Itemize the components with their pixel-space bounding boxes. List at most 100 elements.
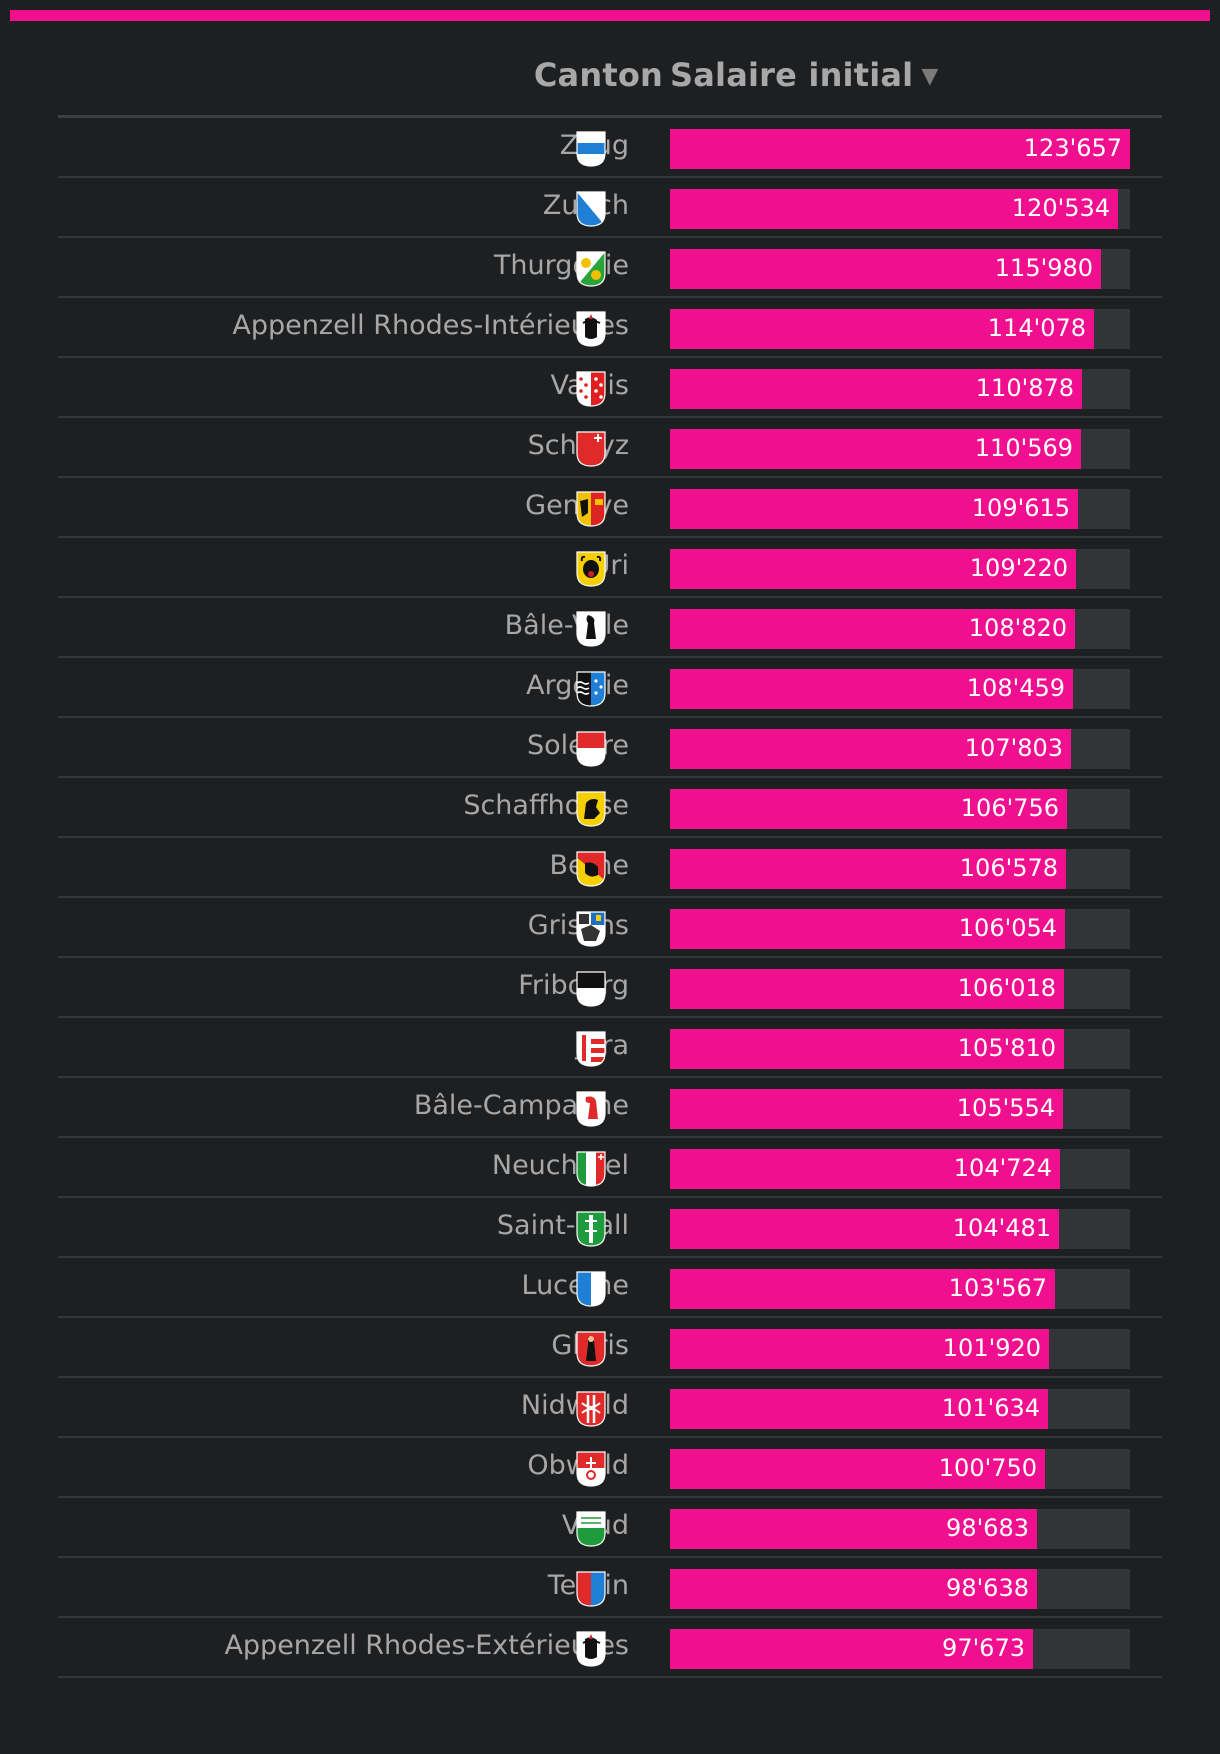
bar-value-label: 108'820 [968,614,1067,642]
top-accent-bar [10,10,1210,21]
table-row: Vaud98'683 [58,1498,1162,1558]
salary-bar: 105'554 [670,1089,1063,1129]
bar-track: 98'638 [670,1569,1130,1609]
salary-bar: 109'220 [670,549,1076,589]
bar-value-label: 106'578 [959,854,1058,882]
table-header: Canton Salaire initial ▼ [58,56,1162,116]
salary-bar: 103'567 [670,1269,1055,1309]
bar-value-label: 101'920 [942,1334,1041,1362]
argovie-crest-icon [576,671,606,707]
salary-bar: 105'810 [670,1029,1064,1069]
bar-track: 105'554 [670,1089,1130,1129]
column-header-salary-label: Salaire initial [670,56,914,94]
salary-bar: 106'018 [670,969,1064,1009]
bar-value-label: 109'220 [969,554,1068,582]
bar-value-label: 110'569 [974,434,1073,462]
bar-value-label: 98'638 [946,1574,1029,1602]
table-row: Bâle-Ville 108'820 [58,598,1162,658]
canton-label: Nidwald [520,1390,629,1421]
bar-value-label: 106'054 [958,914,1057,942]
appenzell-re-crest-icon [576,1631,606,1667]
table-row: Jura105'810 [58,1018,1162,1078]
table-row: Tessin98'638 [58,1558,1162,1618]
bar-value-label: 109'615 [971,494,1070,522]
table-row: Nidwald 101'634 [58,1378,1162,1438]
salary-bar: 100'750 [670,1449,1045,1489]
header-divider [58,115,1162,118]
bar-track: 107'803 [670,729,1130,769]
table-row: Zoug123'657 [58,118,1162,178]
tessin-crest-icon [576,1571,606,1607]
canton-label: Neuchâtel [491,1150,629,1181]
bar-value-label: 98'683 [946,1514,1029,1542]
berne-crest-icon [576,851,606,887]
sort-descending-icon[interactable]: ▼ [921,64,939,89]
table-row: Valais110'878 [58,358,1162,418]
bar-value-label: 114'078 [987,314,1086,342]
obwald-crest-icon [576,1451,606,1487]
soleure-crest-icon [576,731,606,767]
bar-value-label: 105'554 [956,1094,1055,1122]
table-row: Genève109'615 [58,478,1162,538]
canton-label: Appenzell Rhodes-Intérieures [232,310,629,341]
bar-track: 101'634 [670,1389,1130,1429]
salary-bar: 120'534 [670,189,1118,229]
bar-value-label: 104'481 [952,1214,1051,1242]
schwyz-crest-icon [576,431,606,467]
bar-value-label: 100'750 [938,1454,1037,1482]
table-row: Fribourg 106'018 [58,958,1162,1018]
salary-bar: 104'724 [670,1149,1060,1189]
canton-label: Fribourg [518,970,629,1001]
table-row: Schwyz110'569 [58,418,1162,478]
schaffhouse-crest-icon [576,791,606,827]
table-row: Argovie108'459 [58,658,1162,718]
table-row: Soleure107'803 [58,718,1162,778]
neuchatel-crest-icon [576,1151,606,1187]
bar-track: 106'756 [670,789,1130,829]
salary-bar: 98'683 [670,1509,1037,1549]
salary-bar: 115'980 [670,249,1101,289]
salary-bar: 123'657 [670,129,1130,169]
fribourg-crest-icon [576,971,606,1007]
salary-bar: 106'578 [670,849,1066,889]
bar-track: 98'683 [670,1509,1130,1549]
bar-value-label: 108'459 [966,674,1065,702]
table-row: Grisons106'054 [58,898,1162,958]
bale-campagne-crest-icon [576,1091,606,1127]
salary-bar: 108'459 [670,669,1073,709]
table-row: Saint-Gall 104'481 [58,1198,1162,1258]
saint-gall-crest-icon [576,1211,606,1247]
salary-bar: 110'569 [670,429,1081,469]
bar-track: 109'220 [670,549,1130,589]
table-row: Uri 109'220 [58,538,1162,598]
bar-track: 106'018 [670,969,1130,1009]
vaud-crest-icon [576,1511,606,1547]
column-header-canton[interactable]: Canton [533,56,663,94]
table-row: Schaffhouse 106'756 [58,778,1162,838]
zurich-crest-icon [576,191,606,227]
table-row: Bâle-Campagne 105'554 [58,1078,1162,1138]
bar-value-label: 115'980 [994,254,1093,282]
bar-value-label: 105'810 [957,1034,1056,1062]
bar-track: 110'878 [670,369,1130,409]
table-row: Neuchâtel 104'724 [58,1138,1162,1198]
salary-bar: 106'756 [670,789,1067,829]
salary-bar: 106'054 [670,909,1065,949]
table-row: Glaris101'920 [58,1318,1162,1378]
bar-track: 103'567 [670,1269,1130,1309]
zoug-crest-icon [576,131,606,167]
uri-crest-icon [576,551,606,587]
appenzell-ri-crest-icon [576,311,606,347]
table-row: Obwald100'750 [58,1438,1162,1498]
salary-bar: 110'878 [670,369,1082,409]
bar-value-label: 106'756 [960,794,1059,822]
bar-value-label: 103'567 [948,1274,1047,1302]
bar-value-label: 104'724 [953,1154,1052,1182]
grisons-crest-icon [576,911,606,947]
canton-label: Thurgovie [493,250,629,281]
geneve-crest-icon [576,491,606,527]
bale-ville-crest-icon [576,611,606,647]
table-row: Appenzell Rhodes-Extérieures 97'673 [58,1618,1162,1678]
column-header-salary[interactable]: Salaire initial ▼ [670,56,938,94]
table-row: Lucerne 103'567 [58,1258,1162,1318]
